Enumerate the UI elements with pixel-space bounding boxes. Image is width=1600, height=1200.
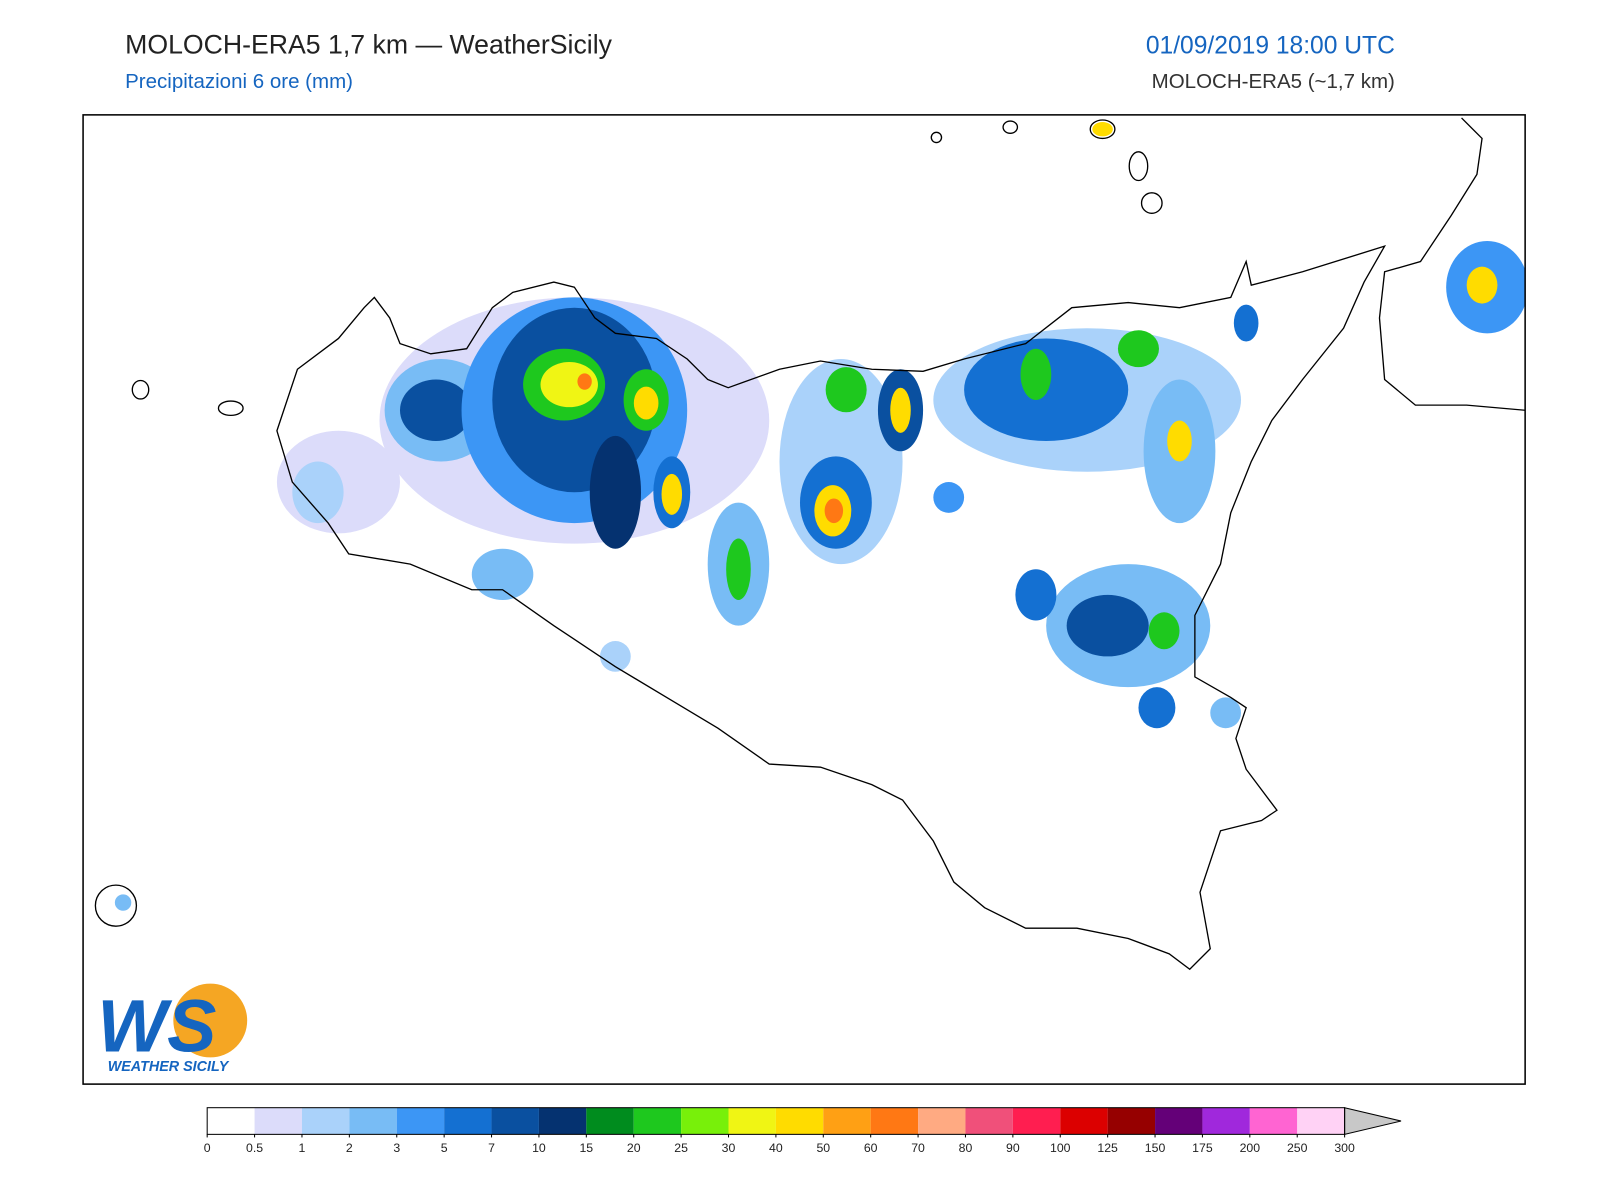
colorbar-label: 3 xyxy=(393,1141,400,1155)
map-frame xyxy=(82,114,1526,1085)
colorbar-label: 90 xyxy=(1006,1141,1020,1155)
colorbar-segment xyxy=(491,1107,539,1135)
colorbar-label: 2 xyxy=(346,1141,353,1155)
map xyxy=(94,117,1526,971)
colorbar-label: 60 xyxy=(864,1141,878,1155)
colorbar-label: 100 xyxy=(1050,1141,1071,1155)
model-name: MOLOCH-ERA5 (~1,7 km) xyxy=(1152,70,1395,93)
colorbar-label: 50 xyxy=(816,1141,830,1155)
colorbar-segment xyxy=(1202,1107,1250,1135)
logo: WS WEATHER SICILY xyxy=(97,983,248,1075)
logo-text: WEATHER SICILY xyxy=(108,1059,230,1075)
colorbar-segment xyxy=(207,1107,255,1135)
colorbar-segment xyxy=(918,1107,966,1135)
colorbar-segment xyxy=(633,1107,682,1135)
colorbar-label: 25 xyxy=(674,1141,688,1155)
colorbar-segment xyxy=(444,1107,492,1135)
colorbar-label: 10 xyxy=(532,1141,546,1155)
colorbar-extension xyxy=(1344,1107,1402,1136)
colorbar-label: 80 xyxy=(959,1141,973,1155)
logo-mark: WS xyxy=(97,984,216,1067)
colorbar-label: 125 xyxy=(1097,1141,1118,1155)
colorbar-label: 30 xyxy=(722,1141,736,1155)
colorbar-label: 250 xyxy=(1287,1141,1308,1155)
colorbar-label: 0.5 xyxy=(246,1141,263,1155)
colorbar-segment xyxy=(1297,1107,1345,1135)
datetime: 01/09/2019 18:00 UTC xyxy=(1146,32,1395,59)
colorbar-label: 200 xyxy=(1240,1141,1261,1155)
colorbar-label: 20 xyxy=(627,1141,641,1155)
coastlines xyxy=(94,117,1526,971)
colorbar-segment xyxy=(1060,1107,1108,1135)
colorbar-segment xyxy=(349,1107,397,1135)
precipitation-field xyxy=(114,122,1526,911)
colorbar-label: 15 xyxy=(579,1141,593,1155)
colorbar-segment xyxy=(586,1107,634,1135)
colorbar-segment xyxy=(1107,1107,1156,1135)
colorbar-label: 175 xyxy=(1192,1141,1213,1155)
colorbar-segment xyxy=(775,1107,824,1135)
colorbar-segment xyxy=(301,1107,350,1135)
title: MOLOCH-ERA5 1,7 km — WeatherSicily xyxy=(125,29,613,59)
colorbar-label: 70 xyxy=(911,1141,925,1155)
colorbar-segment xyxy=(1155,1107,1203,1135)
colorbar-label: 0 xyxy=(204,1141,211,1155)
colorbar-segment xyxy=(1249,1107,1298,1135)
colorbar-segment xyxy=(870,1107,919,1135)
colorbar-label: 1 xyxy=(299,1141,306,1155)
colorbar-label: 300 xyxy=(1334,1141,1355,1155)
colorbar-segment xyxy=(538,1107,587,1135)
colorbar-label: 7 xyxy=(488,1141,495,1155)
colorbar-label: 40 xyxy=(769,1141,783,1155)
colorbar-segment xyxy=(1012,1107,1061,1135)
colorbar-label: 150 xyxy=(1145,1141,1166,1155)
colorbar-segment xyxy=(396,1107,445,1135)
colorbar-segment xyxy=(254,1107,302,1135)
colorbar-label: 5 xyxy=(441,1141,448,1155)
colorbar-segment xyxy=(823,1107,871,1135)
colorbar: 0 0.5 1 2 3 5 7 10 15 20 25 30 40 50 60 70 80 90 100 125 150… xyxy=(204,1107,1402,1155)
colorbar-segment xyxy=(681,1107,729,1135)
colorbar-segment xyxy=(965,1107,1013,1135)
colorbar-segment xyxy=(728,1107,776,1135)
subtitle: Precipitazioni 6 ore (mm) xyxy=(125,70,353,93)
